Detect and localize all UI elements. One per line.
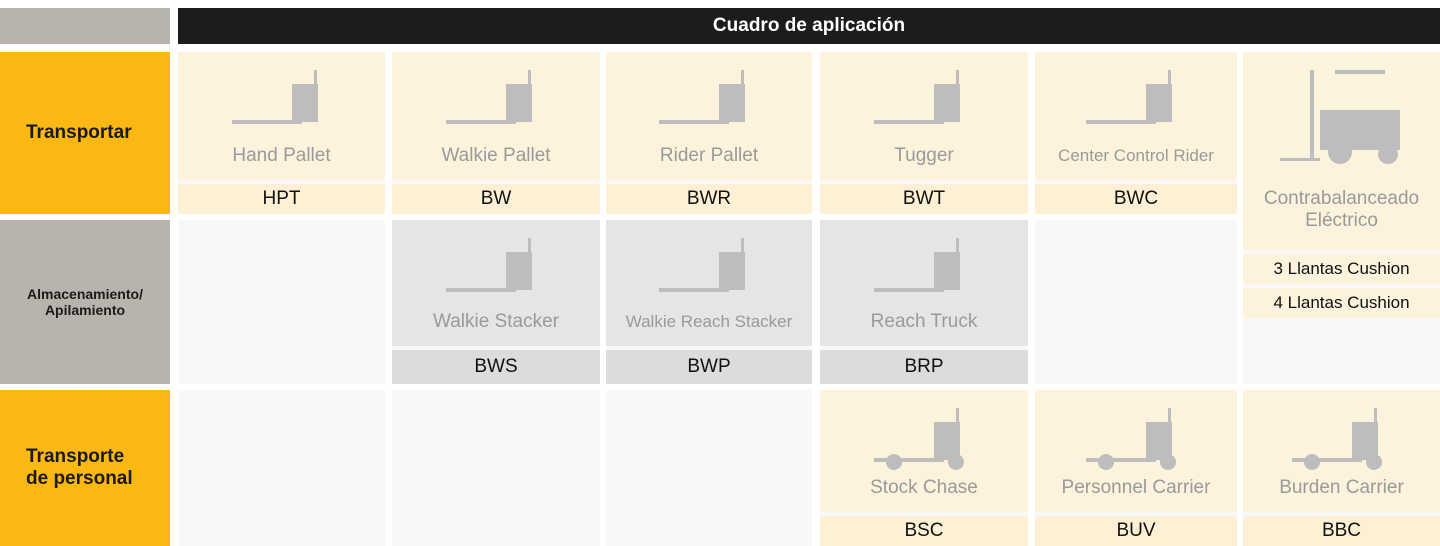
empty-cell xyxy=(1035,220,1237,384)
product-code: BWR xyxy=(606,184,812,214)
empty-cell xyxy=(606,390,812,546)
product-name: Burden Carrier xyxy=(1279,477,1404,498)
product-cell xyxy=(178,52,385,180)
product-option: 4 Llantas Cushion xyxy=(1243,288,1440,318)
product-name: Reach Truck xyxy=(870,311,978,332)
product-name: Center Control Rider xyxy=(1058,146,1214,165)
product-name: Tugger xyxy=(894,145,954,166)
product-cell xyxy=(1243,390,1440,512)
product-name: Personnel Carrier xyxy=(1061,477,1211,498)
product-name: Walkie Stacker xyxy=(433,311,559,332)
product-code: BUV xyxy=(1035,516,1237,546)
product-icon xyxy=(874,238,960,292)
product-code: BW xyxy=(392,184,600,214)
product-cell xyxy=(820,220,1028,346)
product-icon xyxy=(231,70,318,124)
row-label: Transporte de personal xyxy=(0,390,170,546)
product-code: HPT xyxy=(178,184,385,214)
header-corner xyxy=(0,8,170,44)
product-icon xyxy=(874,408,964,470)
product-cell xyxy=(820,52,1028,180)
product-icon xyxy=(1086,70,1172,124)
product-icon xyxy=(1291,408,1382,470)
product-name: Contrabalanceado Eléctrico xyxy=(1263,188,1420,231)
product-icon xyxy=(659,70,745,124)
product-name: Stock Chase xyxy=(870,477,978,498)
product-cell xyxy=(1035,52,1237,180)
product-cell xyxy=(606,220,812,346)
empty-cell xyxy=(178,390,385,546)
product-name: Rider Pallet xyxy=(659,145,759,166)
product-code: BSC xyxy=(820,516,1028,546)
empty-cell xyxy=(178,220,385,384)
row-label: Almacenamiento/ Apilamiento xyxy=(0,220,170,384)
product-icon xyxy=(1280,70,1400,164)
product-icon xyxy=(446,70,532,124)
product-code: BWS xyxy=(392,350,600,384)
product-cell xyxy=(392,220,600,346)
product-cell xyxy=(392,52,600,180)
product-cell xyxy=(820,390,1028,512)
empty-cell xyxy=(392,390,600,546)
product-code: BWC xyxy=(1035,184,1237,214)
product-option: 3 Llantas Cushion xyxy=(1243,254,1440,284)
product-icon xyxy=(446,238,532,292)
product-name: Walkie Reach Stacker xyxy=(625,312,793,331)
product-code: BWT xyxy=(820,184,1028,214)
product-icon xyxy=(659,238,745,292)
product-icon xyxy=(874,70,960,124)
product-name: Hand Pallet xyxy=(232,145,331,166)
product-code: BRP xyxy=(820,350,1028,384)
header-title: Cuadro de aplicación xyxy=(178,8,1440,44)
product-code: BWP xyxy=(606,350,812,384)
product-code: BBC xyxy=(1243,516,1440,546)
product-icon xyxy=(1086,408,1176,470)
product-cell xyxy=(1035,390,1237,512)
row-label: Transportar xyxy=(0,52,170,214)
product-name: Walkie Pallet xyxy=(441,145,551,166)
product-cell xyxy=(606,52,812,180)
